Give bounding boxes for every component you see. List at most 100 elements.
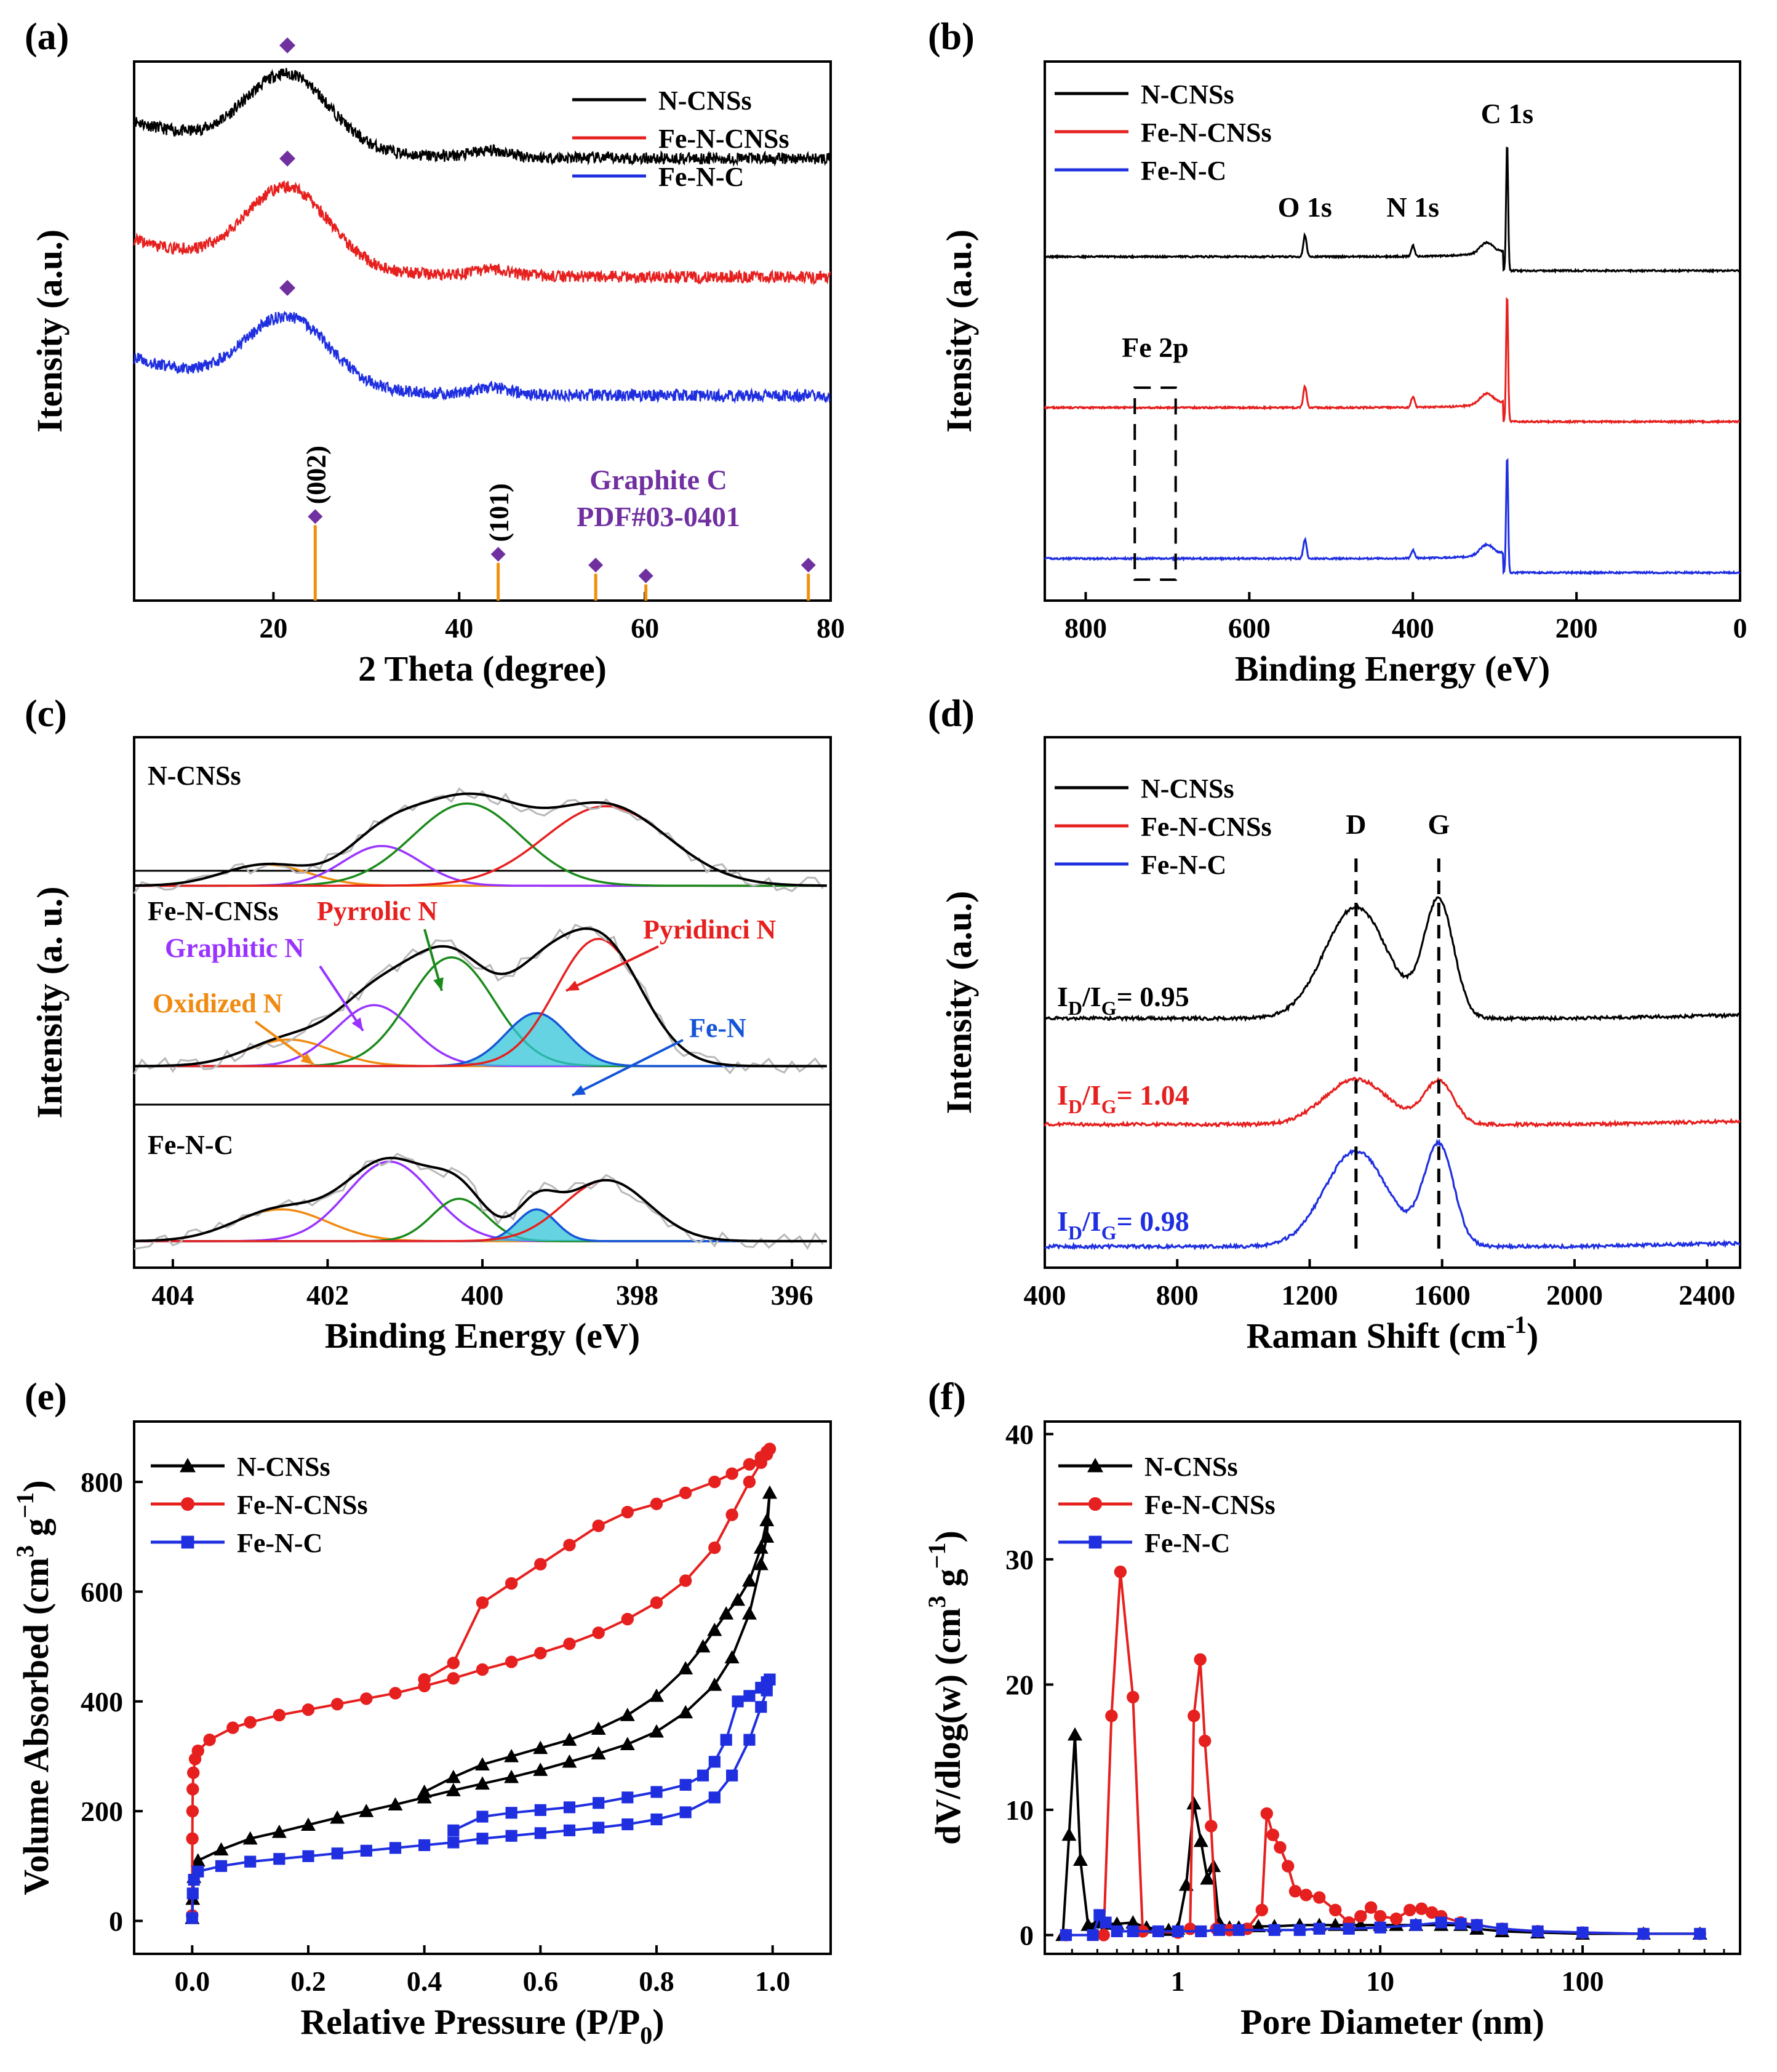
panel-b-series-Fe-N-CNSs — [1044, 297, 1740, 425]
panel-a-series-Fe-N-C — [133, 310, 831, 404]
panel-c-xtick-label: 398 — [616, 1279, 658, 1311]
panel-e-data-marker — [447, 1672, 460, 1685]
panel-d-xtick-label: 2400 — [1679, 1279, 1735, 1311]
panel-c-envelope — [134, 1156, 827, 1242]
panel-e-data-marker — [649, 1724, 664, 1738]
panel-e-data-marker — [679, 1486, 692, 1500]
panel-f-legend-entry: N-CNSs — [1144, 1452, 1238, 1482]
panel-a-xtick-label: 20 — [259, 612, 287, 644]
panel-e-data-marker — [730, 1592, 746, 1606]
panel-c-xtick-label: 404 — [151, 1279, 194, 1311]
panel-e-data-marker — [650, 1596, 663, 1609]
panel-c-oxidized-arrow-head — [300, 1053, 314, 1065]
panel-f-ylabel-sup2: −1 — [923, 1543, 951, 1569]
panel-e-data-marker — [563, 1538, 576, 1551]
panel-e-data-marker — [504, 1748, 519, 1762]
panel-a-hkl-label: (002) — [301, 446, 331, 504]
panel-f-legend-marker — [1087, 1458, 1103, 1473]
panel-a-ref-marker — [801, 558, 816, 573]
panel-d-ratio-slash: /I — [1082, 1079, 1101, 1111]
panel-e-data-marker — [505, 1830, 517, 1842]
panel-f-data-marker — [1404, 1903, 1416, 1916]
panel-b-series-N-CNSs — [1044, 146, 1741, 274]
panel-c-envelope — [134, 927, 827, 1068]
panel-f-data-marker — [1374, 1921, 1386, 1934]
panel-e-data-marker — [754, 1450, 768, 1464]
panel-c-fen-arrow-head — [572, 1085, 586, 1095]
panel-f-data-marker — [1255, 1903, 1268, 1916]
panel-e-data-marker — [726, 1769, 738, 1782]
panel-d-series-Fe-N-C — [1044, 1138, 1741, 1251]
panel-e-data-marker — [273, 1853, 286, 1865]
panel-e-data-marker — [759, 1513, 775, 1527]
panel-e-data-marker — [389, 1687, 402, 1700]
panel-d-xtick-label: 1200 — [1281, 1279, 1338, 1311]
panel-b-legend-entry: Fe-N-C — [1141, 156, 1226, 186]
panel-c-fen-arrow — [572, 1039, 684, 1097]
panel-e-ytick-label: 800 — [81, 1466, 123, 1498]
panel-d-ratio-label: ID/IG= 0.98 — [1057, 1206, 1189, 1244]
panel-e-desorption-line — [423, 1448, 771, 1681]
panel-d-ratio-i: I — [1057, 981, 1068, 1012]
panel-a-xlabel: 2 Theta (degree) — [358, 649, 607, 689]
panel-c-component-pyridinic — [134, 805, 827, 887]
panel-b-legend-entry: Fe-N-CNSs — [1141, 118, 1272, 148]
panel-e-data-marker — [562, 1732, 577, 1746]
panel-f-data-marker — [1198, 1734, 1212, 1748]
panel-e-desorption-line — [423, 1492, 771, 1793]
panel-e-data-marker — [476, 1596, 489, 1609]
panel-f-data-marker — [1293, 1924, 1306, 1936]
panel-e-ylabel-sup: 3 — [11, 1545, 39, 1558]
panel-a-hkl-label: (101) — [484, 483, 514, 542]
panel-e-ytick-label: 600 — [81, 1576, 123, 1607]
panel-e-xtick-label: 1.0 — [755, 1966, 791, 1997]
panel-a-ylabel: Itensity (a.u.) — [30, 230, 70, 433]
panel-e-data-marker — [389, 1842, 402, 1854]
panel-f-ylabel-sup: 3 — [923, 1596, 951, 1608]
panel-f-data-marker — [1312, 1891, 1326, 1904]
panel-e-data-marker — [215, 1860, 228, 1872]
panel-e-data-marker — [592, 1626, 605, 1639]
panel-f-data-marker — [1373, 1910, 1387, 1923]
panel-f-data-marker — [1184, 1922, 1197, 1935]
panel-f-data-marker — [1213, 1924, 1226, 1936]
panel-b-xlabel: Binding Energy (eV) — [1235, 649, 1550, 689]
panel-e-data-marker — [244, 1716, 257, 1729]
panel-f-frame — [1044, 1420, 1741, 1955]
panel-e-data-marker — [273, 1708, 286, 1722]
panel-f-data-marker — [1060, 1929, 1072, 1942]
panel-c-xtick-label: 396 — [771, 1279, 813, 1311]
panel-e-data-marker — [418, 1673, 431, 1686]
panel-f-series-line — [1061, 1734, 1700, 1935]
panel-e-data-marker — [476, 1833, 489, 1845]
panel-a-series-Fe-N-CNSs — [133, 180, 831, 286]
panel-a-ref-marker — [588, 558, 604, 573]
panel-f-data-marker — [1576, 1926, 1589, 1938]
panel-e-data-marker — [592, 1519, 605, 1532]
panel-e-ylabel: Volume Absorbed (cm3 g−1) — [11, 1480, 56, 1895]
panel-d-xtick-label: 1600 — [1414, 1279, 1471, 1311]
panel-e-data-marker — [679, 1806, 692, 1818]
panel-e-data-marker — [708, 1475, 721, 1489]
panel-f-data-marker — [1694, 1927, 1706, 1940]
panel-e-xtick-label: 0.2 — [290, 1966, 326, 1997]
panel-f-data-marker — [1125, 1915, 1141, 1929]
panel-e-xlabel: Relative Pressure (P/P0) — [300, 2002, 664, 2049]
panel-f-data-marker — [1455, 1918, 1467, 1930]
panel-a-label: (a) — [25, 16, 69, 58]
panel-f-data-marker — [1097, 1929, 1110, 1942]
panel-f-data-marker — [1288, 1885, 1302, 1898]
panel-e-data-marker — [593, 1797, 605, 1809]
panel-e-legend-marker — [180, 1497, 195, 1511]
panel-b-series-Fe-N-C — [1044, 458, 1741, 576]
panel-b-xtick-label: 400 — [1392, 612, 1434, 644]
panel-f-data-marker — [1200, 1871, 1215, 1885]
panel-e-data-marker — [203, 1734, 216, 1746]
panel-e-data-marker — [186, 1887, 199, 1900]
panel-a-series-N-CNSs — [133, 68, 831, 167]
panel-f-data-marker — [1061, 1827, 1077, 1841]
panel-e-data-marker — [190, 1853, 206, 1867]
panel-e-ytick-label: 400 — [81, 1686, 123, 1718]
panel-c-graphitic-label: Graphitic N — [165, 933, 304, 963]
panel-f-legend-marker — [1088, 1535, 1102, 1549]
